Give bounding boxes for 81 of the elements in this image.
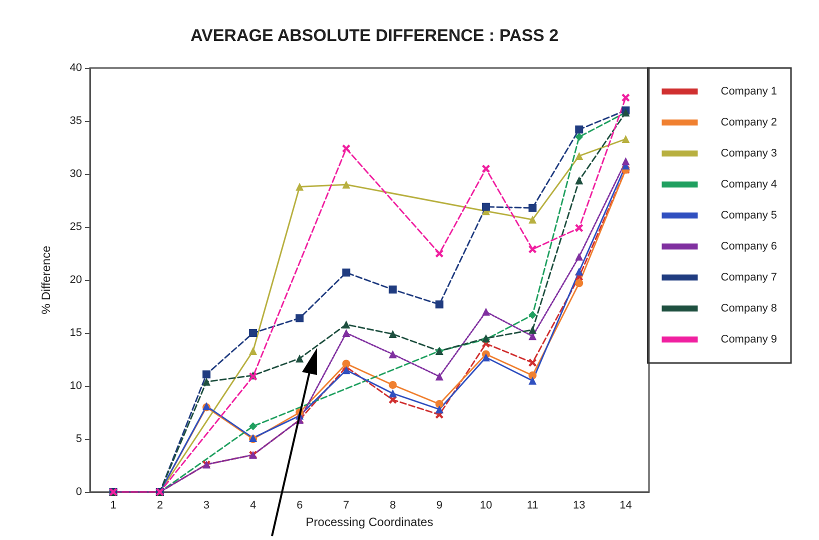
point <box>575 279 584 288</box>
point <box>342 180 350 189</box>
legend-label: Company 5 <box>720 210 778 222</box>
point <box>575 176 584 184</box>
point <box>482 353 490 362</box>
point <box>482 164 490 173</box>
point <box>622 94 630 102</box>
legend-label: Company 4 <box>720 178 778 190</box>
point <box>528 376 537 385</box>
legend-label: Company 2 <box>720 116 778 128</box>
legend-label: Company 8 <box>720 302 778 314</box>
point <box>388 389 397 398</box>
x-tick-label: 1 <box>110 500 116 512</box>
x-tick-label: 7 <box>343 500 350 512</box>
point <box>388 330 397 338</box>
legend-label: Company 3 <box>720 148 778 160</box>
legend-label: Company 7 <box>720 272 778 284</box>
y-tick-label: 20 <box>70 274 82 286</box>
point <box>296 182 304 191</box>
chart-title: AVERAGE ABSOLUTE DIFFERENCE : PASS 2 <box>190 26 559 45</box>
point <box>296 314 304 322</box>
point <box>482 308 490 316</box>
y-tick-label: 10 <box>70 380 82 392</box>
point <box>575 125 584 134</box>
x-tick-label: 13 <box>573 500 586 512</box>
point <box>575 268 584 276</box>
y-tick-label: 5 <box>76 433 82 445</box>
point <box>622 157 630 166</box>
point <box>388 350 397 358</box>
point <box>528 310 537 319</box>
point <box>342 366 350 374</box>
point <box>296 354 304 362</box>
point <box>249 329 258 337</box>
point <box>435 300 444 308</box>
x-tick-label: 4 <box>250 500 256 512</box>
point <box>482 202 490 211</box>
point <box>528 326 537 334</box>
point <box>528 216 537 224</box>
point <box>575 152 584 160</box>
point <box>202 370 210 378</box>
y-axis-title: % Difference <box>39 245 53 314</box>
y-tick-label: 40 <box>70 62 82 74</box>
y-tick-label: 30 <box>70 168 82 180</box>
y-tick-label: 15 <box>70 327 82 339</box>
point <box>575 132 584 141</box>
x-tick-label: 9 <box>436 500 442 512</box>
point <box>342 320 350 329</box>
point <box>342 329 350 337</box>
x-tick-label: 8 <box>390 500 396 512</box>
x-tick-label: 10 <box>480 500 492 512</box>
point <box>528 245 537 254</box>
x-tick-label: 6 <box>296 500 303 512</box>
x-tick-label: 3 <box>203 500 210 512</box>
legend-label: Company 9 <box>720 334 778 346</box>
point <box>202 378 210 386</box>
point <box>249 347 258 356</box>
y-tick-label: 25 <box>70 221 82 233</box>
x-tick-label: 2 <box>156 500 163 512</box>
y-tick-label: 0 <box>76 486 82 498</box>
point <box>528 371 537 380</box>
x-axis-title: Processing Coordinates <box>306 514 434 529</box>
x-tick-label: 14 <box>620 500 632 512</box>
point <box>435 250 444 258</box>
point <box>388 380 397 389</box>
point <box>528 358 537 367</box>
point <box>435 372 444 380</box>
point <box>575 252 584 261</box>
point <box>575 224 584 232</box>
point <box>342 360 350 368</box>
point <box>622 135 630 144</box>
point <box>342 268 350 277</box>
y-tick-label: 35 <box>70 115 82 127</box>
legend-label: Company 1 <box>720 86 778 98</box>
point <box>249 422 258 430</box>
point <box>435 400 444 408</box>
point <box>528 204 537 212</box>
x-tick-label: 11 <box>526 500 538 512</box>
point <box>342 144 350 153</box>
legend-label: Company 6 <box>720 240 778 252</box>
point <box>435 405 444 414</box>
point <box>388 286 397 294</box>
